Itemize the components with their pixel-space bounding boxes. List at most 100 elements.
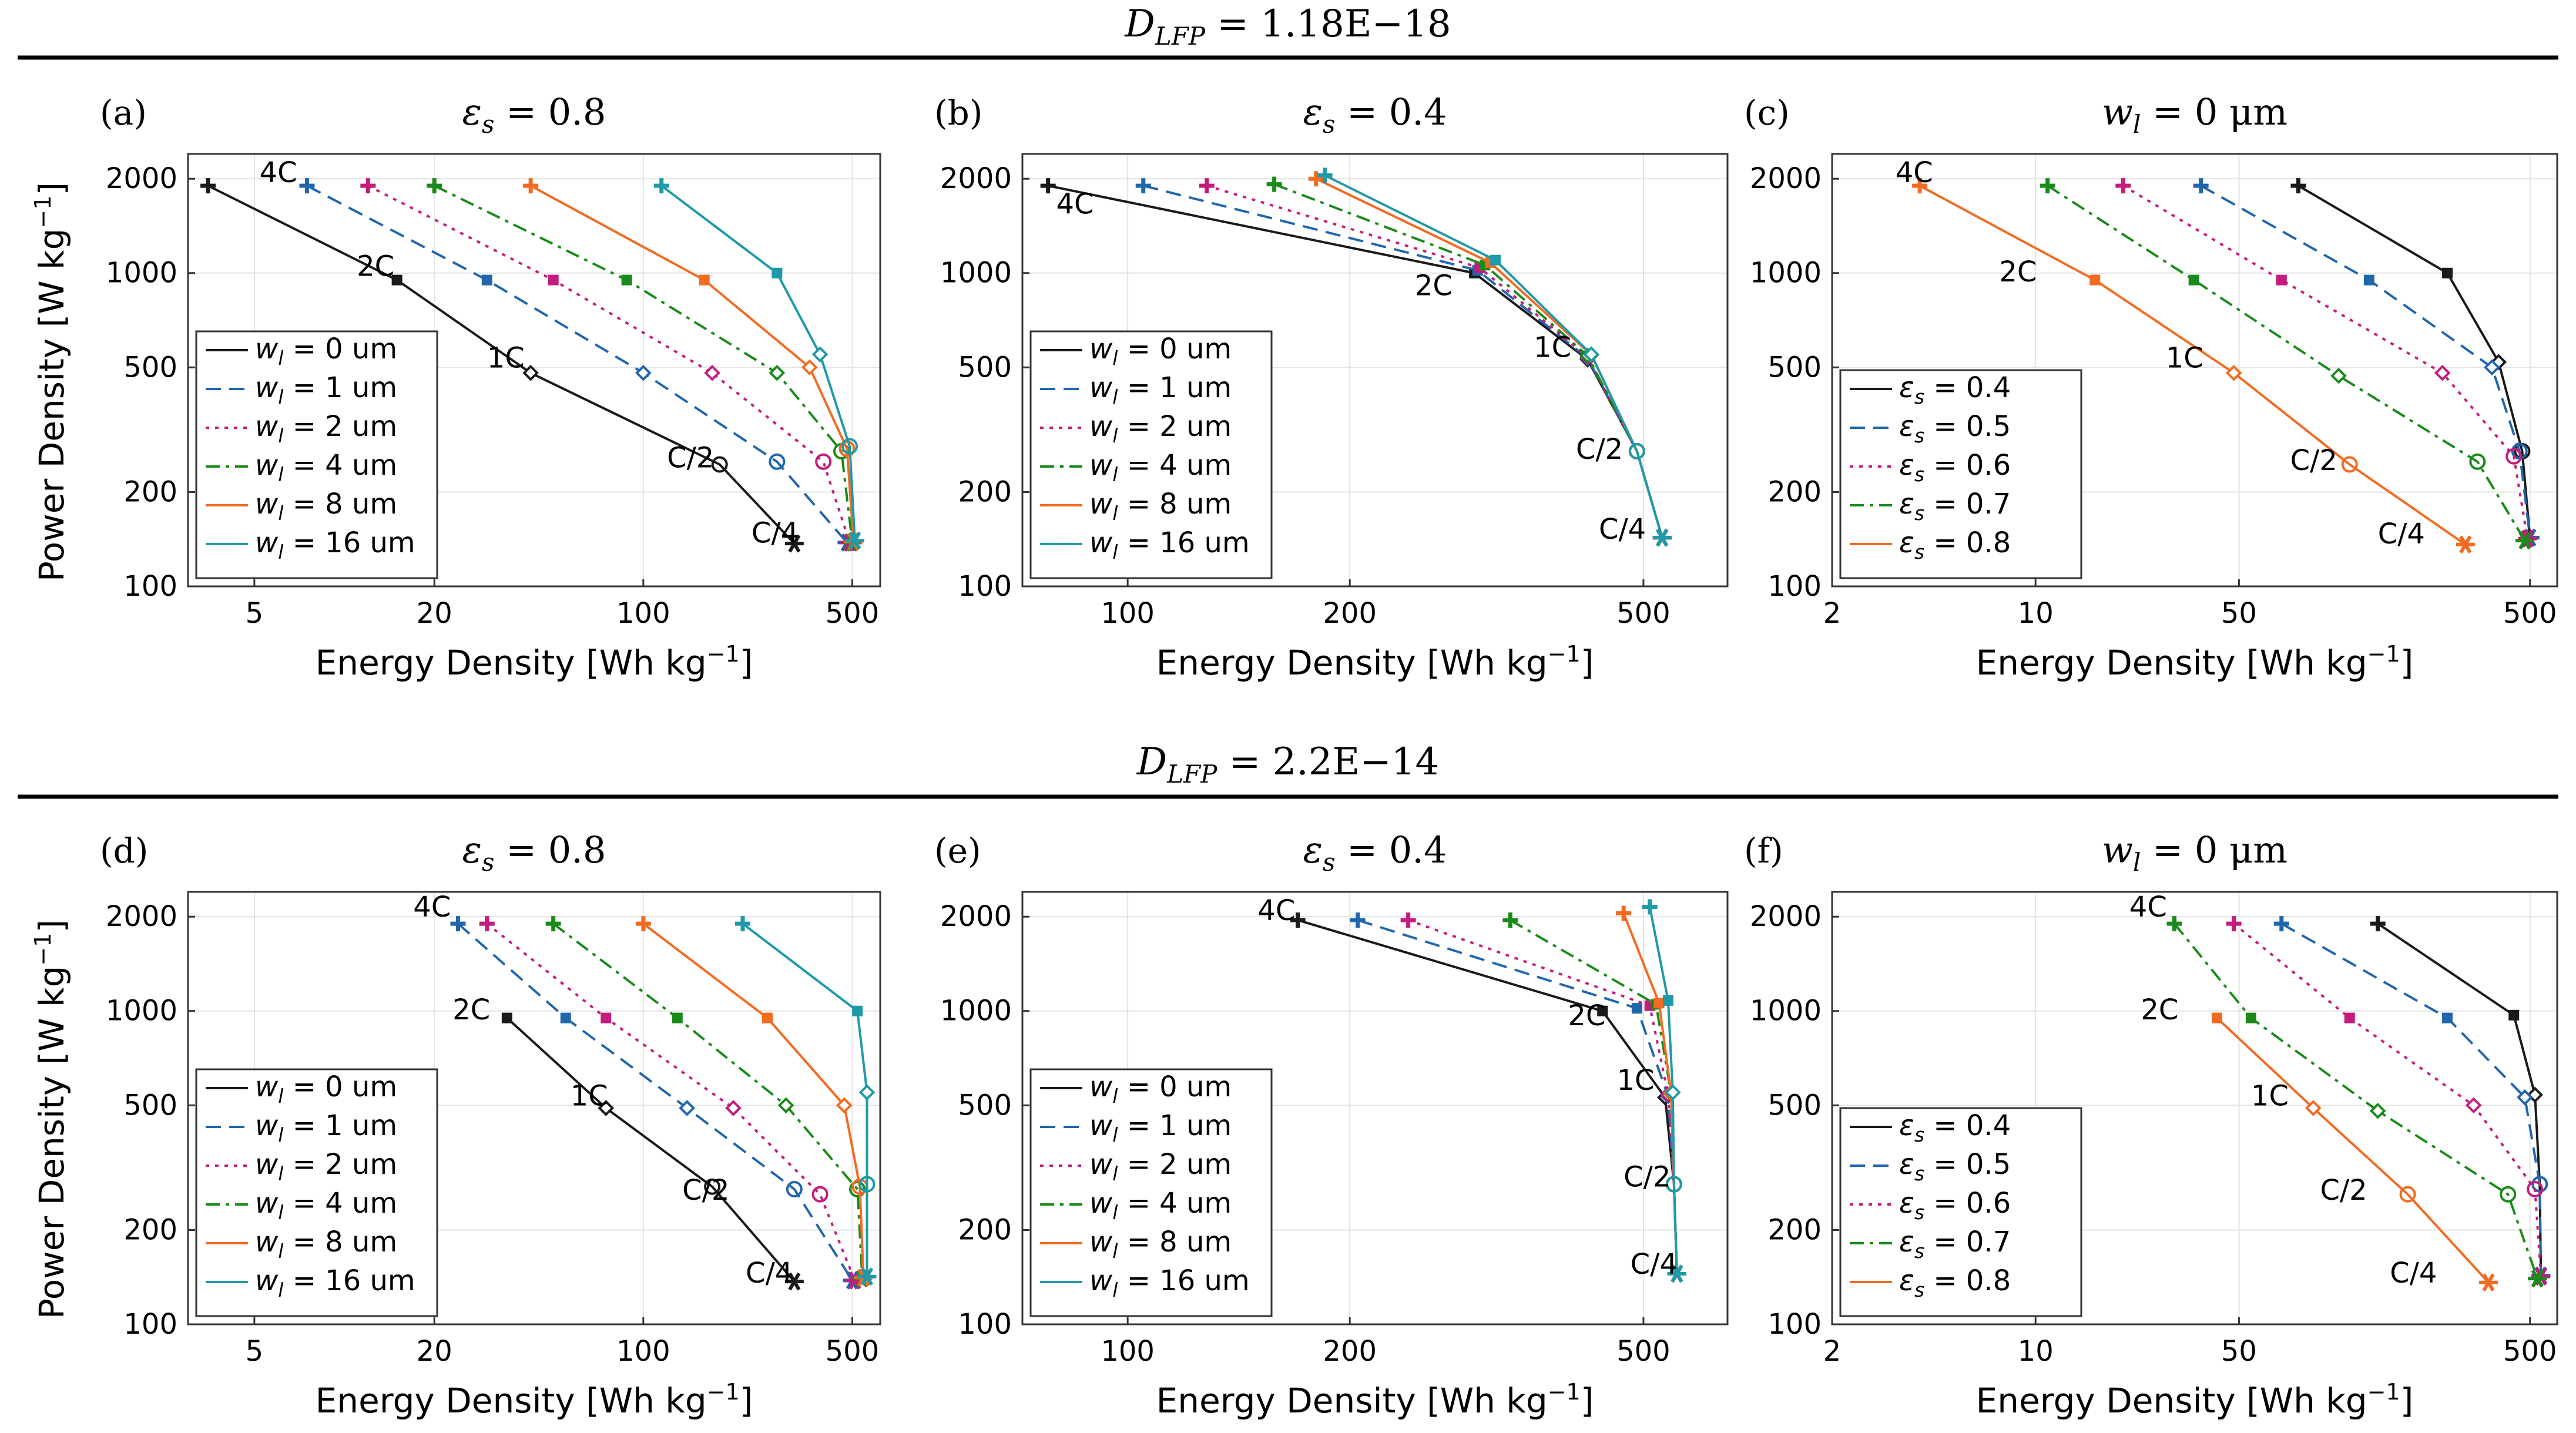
y-tick-label: 100 bbox=[958, 1308, 1012, 1341]
series-line bbox=[2216, 1017, 2490, 1284]
panel-title: wl = 0 μm bbox=[2102, 90, 2287, 139]
y-tick-label: 200 bbox=[1767, 475, 1822, 508]
data-point bbox=[2115, 178, 2131, 194]
data-point bbox=[2193, 178, 2209, 194]
data-point bbox=[2517, 1089, 2533, 1106]
plot-frame bbox=[187, 153, 881, 588]
y-axis-title-top: Power Density [W kg−1] bbox=[30, 182, 72, 582]
legend-entry: wl = 8 um bbox=[1089, 488, 1232, 525]
legend-entry: εs = 0.8 bbox=[1899, 526, 2011, 563]
data-point bbox=[2330, 367, 2347, 384]
x-tick-label: 100 bbox=[1101, 1335, 1155, 1368]
plot-frame bbox=[1831, 153, 2558, 588]
data-point bbox=[777, 1097, 794, 1114]
x-tick-label: 200 bbox=[1323, 1335, 1377, 1368]
legend-box bbox=[195, 1068, 438, 1317]
x-tick-label: 500 bbox=[1616, 1335, 1671, 1368]
y-axis-title-bottom: Power Density [W kg−1] bbox=[30, 919, 72, 1319]
legend-entry: wl = 16 um bbox=[255, 1264, 415, 1301]
legend-entry: wl = 16 um bbox=[255, 526, 415, 563]
data-point bbox=[2305, 1100, 2322, 1116]
data-point bbox=[704, 1178, 721, 1195]
data-point bbox=[2344, 1012, 2355, 1023]
top-section-heading: DLFP = 1.18E−18 bbox=[1124, 2, 1451, 51]
rate-label: C/2 bbox=[2320, 1174, 2367, 1207]
data-point bbox=[2465, 1097, 2482, 1114]
y-tick-label: 500 bbox=[1767, 351, 1822, 384]
legend-entry: wl = 16 um bbox=[1089, 526, 1250, 563]
legend-entry: wl = 8 um bbox=[255, 488, 397, 525]
data-point bbox=[1290, 912, 1306, 928]
legend-entry: εs = 0.5 bbox=[1899, 1148, 2011, 1185]
series-line bbox=[2280, 922, 2543, 1276]
data-point bbox=[2166, 916, 2182, 932]
data-point bbox=[1652, 528, 1672, 547]
rate-label: 4C bbox=[1896, 156, 1933, 189]
data-point bbox=[2370, 916, 2386, 932]
data-point bbox=[786, 1180, 803, 1197]
rate-label: C/4 bbox=[1631, 1248, 1678, 1281]
data-point bbox=[548, 274, 559, 286]
y-tick-label: 100 bbox=[1767, 1308, 1822, 1341]
data-point bbox=[635, 916, 651, 932]
rate-label: C/4 bbox=[1599, 513, 1646, 546]
data-point bbox=[2442, 267, 2453, 278]
x-axis-title: Energy Density [Wh kg−1] bbox=[316, 641, 753, 683]
legend-entry: εs = 0.6 bbox=[1899, 1187, 2011, 1224]
plot-frame bbox=[187, 891, 881, 1325]
data-point bbox=[734, 916, 750, 932]
x-tick-label: 100 bbox=[616, 597, 670, 630]
data-point bbox=[811, 1186, 829, 1203]
data-point bbox=[360, 178, 376, 194]
data-point bbox=[784, 1272, 804, 1291]
series-line bbox=[1407, 919, 1678, 1274]
rate-label: C/2 bbox=[1624, 1161, 1671, 1194]
data-point bbox=[481, 274, 492, 286]
data-point bbox=[2363, 274, 2374, 286]
data-point bbox=[704, 364, 720, 381]
data-point bbox=[2226, 916, 2242, 932]
data-point bbox=[857, 1267, 877, 1286]
panel-label: (e) bbox=[934, 831, 981, 871]
x-tick-label: 500 bbox=[2503, 597, 2557, 630]
data-point bbox=[2341, 456, 2358, 473]
y-tick-label: 2000 bbox=[106, 900, 177, 933]
panel-label: (b) bbox=[934, 93, 982, 133]
data-point bbox=[845, 531, 864, 550]
data-point bbox=[2273, 916, 2289, 932]
rate-label: C/4 bbox=[752, 516, 799, 549]
y-tick-label: 200 bbox=[958, 1213, 1012, 1246]
data-point bbox=[2211, 1012, 2222, 1023]
data-point bbox=[852, 1005, 863, 1016]
data-point bbox=[679, 1100, 696, 1116]
data-point bbox=[2484, 359, 2500, 376]
y-tick-label: 500 bbox=[123, 351, 177, 384]
x-tick-label: 50 bbox=[2221, 1335, 2257, 1368]
data-point bbox=[2456, 535, 2475, 554]
y-tick-label: 2000 bbox=[940, 900, 1012, 933]
legend-box bbox=[1029, 1068, 1273, 1317]
legend-entry: wl = 0 um bbox=[1089, 333, 1232, 370]
y-tick-label: 100 bbox=[123, 570, 177, 603]
data-point bbox=[2290, 178, 2306, 194]
legend-entry: wl = 1 um bbox=[1089, 371, 1232, 408]
panel-f: 2 10 50 500 100 200 500 1000 2000 Energy Density … bbox=[1744, 828, 2558, 1421]
data-point bbox=[1502, 912, 1518, 928]
data-point bbox=[2089, 274, 2101, 286]
rate-label: C/2 bbox=[2290, 444, 2337, 477]
rate-label: 2C bbox=[1415, 269, 1453, 302]
rate-label: 2C bbox=[2141, 994, 2178, 1026]
panel-title: εs = 0.8 bbox=[462, 90, 606, 139]
x-tick-label: 2 bbox=[1823, 1335, 1842, 1368]
data-point bbox=[2500, 1186, 2517, 1203]
data-point bbox=[1665, 1176, 1682, 1193]
data-point bbox=[2508, 1009, 2520, 1021]
rate-label: 2C bbox=[1999, 256, 2037, 288]
legend-entry: wl = 4 um bbox=[1089, 1187, 1232, 1224]
data-point bbox=[200, 178, 216, 194]
rate-label: C/2 bbox=[667, 441, 714, 474]
data-point bbox=[560, 1012, 571, 1023]
data-point bbox=[1266, 176, 1282, 192]
data-point bbox=[2188, 274, 2199, 286]
legend-entry: wl = 1 um bbox=[255, 1109, 397, 1146]
